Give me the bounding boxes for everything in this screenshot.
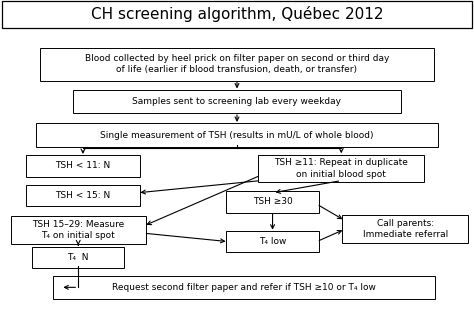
FancyBboxPatch shape — [226, 231, 319, 252]
FancyBboxPatch shape — [53, 276, 435, 299]
FancyBboxPatch shape — [40, 48, 434, 81]
Text: TSH ≥30: TSH ≥30 — [253, 198, 292, 206]
FancyBboxPatch shape — [36, 124, 438, 147]
Text: TSH 15–29: Measure
T₄ on initial spot: TSH 15–29: Measure T₄ on initial spot — [32, 220, 124, 240]
Text: TSH ≥11: Repeat in duplicate
on initial blood spot: TSH ≥11: Repeat in duplicate on initial … — [274, 158, 408, 179]
FancyBboxPatch shape — [2, 1, 472, 28]
FancyBboxPatch shape — [32, 247, 124, 268]
FancyBboxPatch shape — [73, 90, 401, 113]
Text: TSH < 15: N: TSH < 15: N — [55, 191, 110, 200]
FancyBboxPatch shape — [258, 155, 424, 182]
Text: Call parents:
Immediate referral: Call parents: Immediate referral — [363, 219, 448, 239]
FancyBboxPatch shape — [10, 216, 146, 244]
Text: TSH < 11: N: TSH < 11: N — [55, 162, 110, 170]
FancyBboxPatch shape — [26, 155, 140, 177]
Text: Blood collected by heel prick on filter paper on second or third day
of life (ea: Blood collected by heel prick on filter … — [85, 54, 389, 74]
Text: Request second filter paper and refer if TSH ≥10 or T₄ low: Request second filter paper and refer if… — [112, 283, 376, 292]
Text: T₄  N: T₄ N — [67, 253, 89, 262]
FancyBboxPatch shape — [26, 185, 140, 206]
FancyBboxPatch shape — [342, 215, 468, 243]
Text: Single measurement of TSH (results in mU/L of whole blood): Single measurement of TSH (results in mU… — [100, 131, 374, 140]
Text: Samples sent to screening lab every weekday: Samples sent to screening lab every week… — [133, 97, 341, 106]
FancyBboxPatch shape — [226, 191, 319, 213]
Text: T₄ low: T₄ low — [259, 237, 286, 246]
Text: CH screening algorithm, Québec 2012: CH screening algorithm, Québec 2012 — [91, 6, 383, 23]
